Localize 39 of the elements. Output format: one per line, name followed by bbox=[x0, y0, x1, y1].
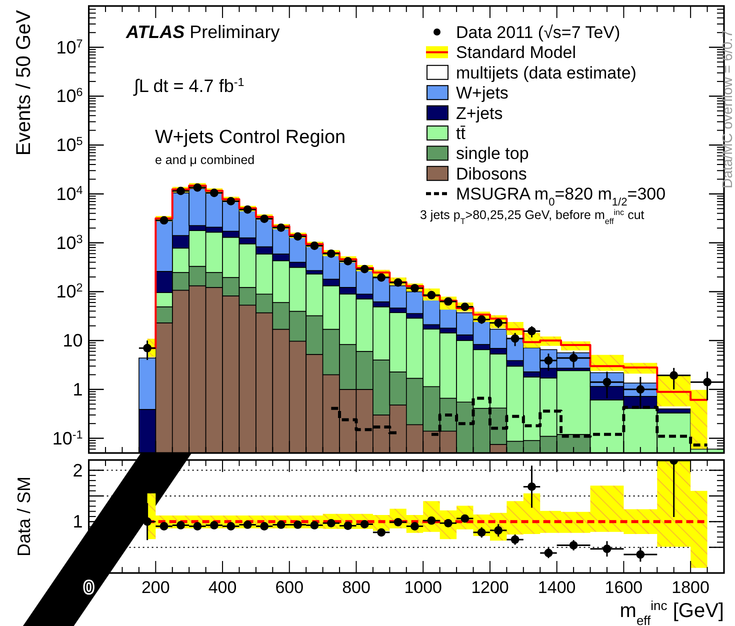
x-tick-label: 1400 bbox=[538, 578, 576, 597]
y-tick-label: 10$^{6}$ bbox=[56, 86, 83, 106]
x-tick-label: 0 bbox=[84, 578, 94, 597]
x-tick-label: 400 bbox=[208, 578, 237, 597]
y-tick-label: 10$^{-1}$ bbox=[52, 428, 83, 448]
y-tick-label: 10$^{2}$ bbox=[56, 281, 83, 302]
legend-label: Standard Model bbox=[456, 43, 576, 62]
annotation: ATLAS Preliminary bbox=[125, 22, 280, 42]
y-tick-label: 10 bbox=[62, 330, 83, 351]
x-tick-label: 200 bbox=[141, 578, 170, 597]
x-tick-label: 800 bbox=[342, 578, 370, 597]
annotation: ∫L dt = 4.7 fb$^{-1}$ bbox=[133, 76, 244, 96]
y-tick-label: 1 bbox=[72, 379, 83, 400]
legend-label: multijets (data estimate) bbox=[456, 63, 636, 82]
legend-label: MSUGRA m$_{0}$=820 m$_{1/2}$=300 bbox=[456, 184, 666, 209]
legend-label: W+jets bbox=[456, 84, 508, 103]
x-tick-label: 1600 bbox=[604, 578, 643, 597]
x-tick-label: 1000 bbox=[404, 578, 442, 597]
x-tick-label: 600 bbox=[275, 578, 304, 597]
legend-label: single top bbox=[456, 144, 529, 164]
annotation: W+jets Control Region bbox=[155, 127, 346, 148]
annotation: e and μ combined bbox=[155, 153, 255, 167]
legend-label: Z+jets bbox=[456, 104, 503, 123]
y-tick-label: 10$^{4}$ bbox=[56, 183, 84, 204]
y-tick-label: 10$^{7}$ bbox=[56, 36, 83, 58]
annotation: Data/MC overflow = 6/0.7 bbox=[719, 30, 735, 188]
legend-label: tt̄ bbox=[456, 124, 466, 143]
y-tick-label: 10$^{3}$ bbox=[56, 232, 83, 253]
annotation: 3 jets p$_{T}$>80,25,25 GeV, before m$_{eff}$$^{inc}$ cut bbox=[420, 208, 645, 226]
y-axis-title: Data / SM bbox=[14, 476, 34, 557]
y-tick-label: 2 bbox=[72, 460, 83, 480]
x-tick-label: 1800 bbox=[672, 578, 710, 597]
x-axis-title: m$_{eff}$$^{inc}$ [GeV] bbox=[620, 598, 724, 626]
x-tick-label: 1200 bbox=[471, 578, 509, 597]
y-axis-title: Events / 50 GeV bbox=[13, 9, 35, 156]
legend-label: Data 2011 (√s=7 TeV) bbox=[456, 23, 620, 42]
y-tick-label: 10$^{5}$ bbox=[56, 134, 84, 156]
y-tick-label: 1 bbox=[72, 512, 83, 532]
legend-label: Dibosons bbox=[456, 164, 527, 184]
